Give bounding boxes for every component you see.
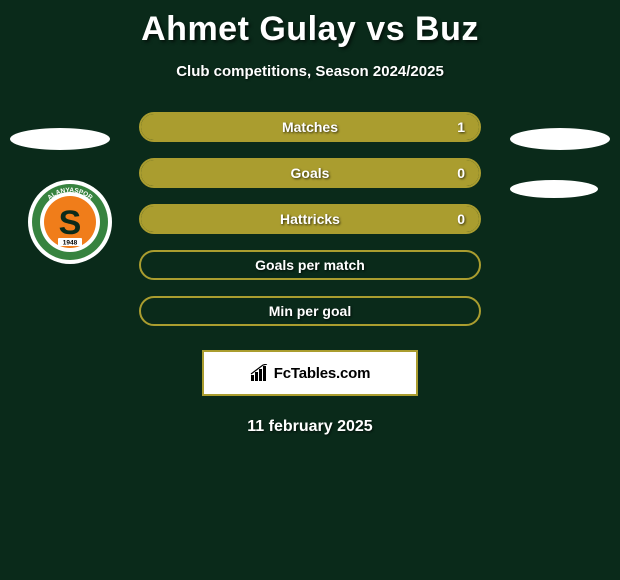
stat-row: Matches 1 (139, 112, 481, 142)
left-player-pill (10, 128, 110, 150)
right-player-pill-bottom (510, 180, 598, 198)
badge-letter: S (59, 204, 82, 242)
club-badge: S 1948 ALANYASPOR (28, 180, 112, 264)
stat-value: 0 (457, 165, 465, 181)
stat-row: Goals per match (139, 250, 481, 280)
right-player-pill-top (510, 128, 610, 150)
branding-text: FcTables.com (274, 365, 371, 382)
stat-label: Hattricks (280, 211, 340, 227)
badge-year: 1948 (63, 240, 78, 247)
stat-row: Min per goal (139, 296, 481, 326)
chart-icon (250, 364, 268, 382)
subtitle: Club competitions, Season 2024/2025 (0, 63, 620, 80)
stat-value: 1 (457, 119, 465, 135)
branding-box: FcTables.com (202, 350, 418, 396)
date-text: 11 february 2025 (0, 418, 620, 436)
stat-label: Matches (282, 119, 338, 135)
stat-label: Min per goal (269, 303, 351, 319)
stat-row: Hattricks 0 (139, 204, 481, 234)
stat-label: Goals per match (255, 257, 365, 273)
stat-label: Goals (291, 165, 330, 181)
stat-row: Goals 0 (139, 158, 481, 188)
page-title: Ahmet Gulay vs Buz (0, 0, 620, 49)
stat-value: 0 (457, 211, 465, 227)
club-badge-svg: S 1948 ALANYASPOR (28, 180, 112, 264)
